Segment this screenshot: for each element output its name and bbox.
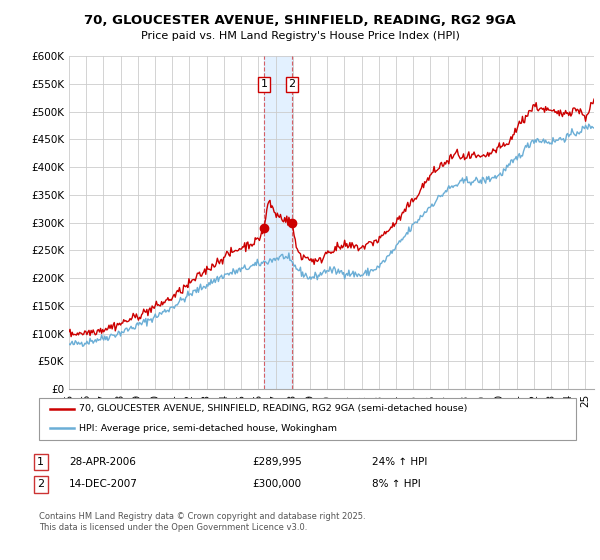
Text: 28-APR-2006: 28-APR-2006 <box>69 457 136 467</box>
Text: 70, GLOUCESTER AVENUE, SHINFIELD, READING, RG2 9GA: 70, GLOUCESTER AVENUE, SHINFIELD, READIN… <box>84 14 516 27</box>
Text: 2: 2 <box>37 479 44 489</box>
FancyBboxPatch shape <box>39 398 576 440</box>
Text: £300,000: £300,000 <box>252 479 301 489</box>
Text: 24% ↑ HPI: 24% ↑ HPI <box>372 457 427 467</box>
Text: 14-DEC-2007: 14-DEC-2007 <box>69 479 138 489</box>
Text: Contains HM Land Registry data © Crown copyright and database right 2025.
This d: Contains HM Land Registry data © Crown c… <box>39 512 365 532</box>
Text: HPI: Average price, semi-detached house, Wokingham: HPI: Average price, semi-detached house,… <box>79 424 337 433</box>
Text: Price paid vs. HM Land Registry's House Price Index (HPI): Price paid vs. HM Land Registry's House … <box>140 31 460 41</box>
Text: 2: 2 <box>289 80 295 90</box>
Text: 1: 1 <box>37 457 44 467</box>
Text: 70, GLOUCESTER AVENUE, SHINFIELD, READING, RG2 9GA (semi-detached house): 70, GLOUCESTER AVENUE, SHINFIELD, READIN… <box>79 404 467 413</box>
Bar <box>264 56 292 389</box>
Text: £289,995: £289,995 <box>252 457 302 467</box>
Text: 1: 1 <box>260 80 268 90</box>
Text: 8% ↑ HPI: 8% ↑ HPI <box>372 479 421 489</box>
